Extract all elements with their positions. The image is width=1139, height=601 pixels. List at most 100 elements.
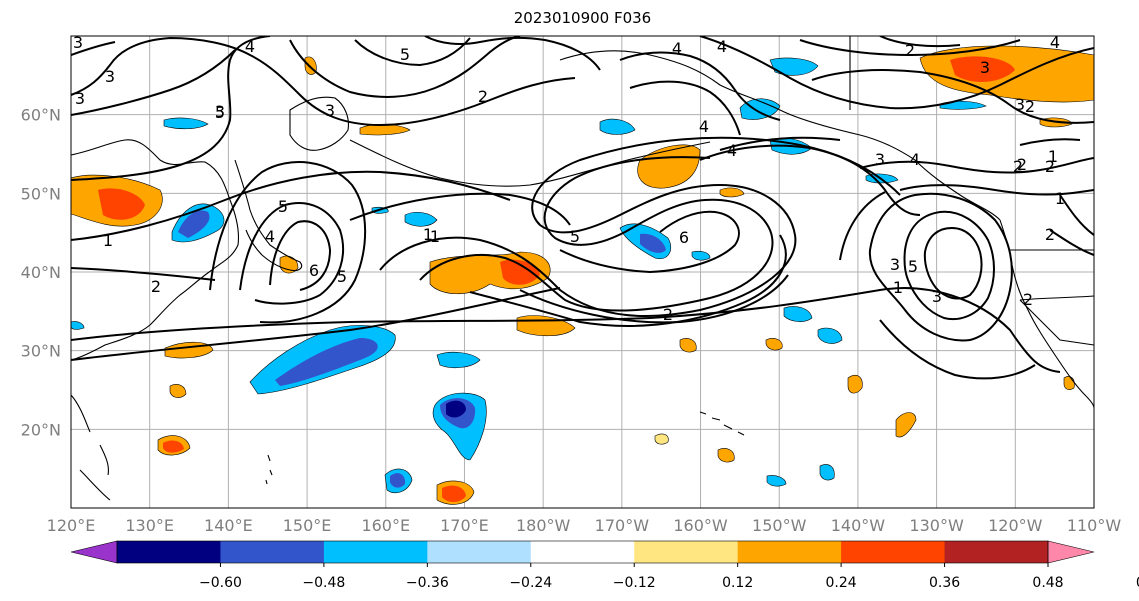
negative-anomaly-region (404, 211, 438, 227)
colorbar-segment (530, 541, 635, 563)
aleutian-islands (349, 139, 711, 187)
colorbar-tick-label: −0.36 (406, 575, 449, 591)
lat-tick-label: 60°N (21, 106, 61, 125)
contour-label: 3 (73, 33, 83, 52)
contour-label: 1 (1055, 189, 1065, 208)
contour-line (71, 41, 116, 56)
contour-line (923, 226, 983, 300)
negative-anomaly-region (599, 118, 636, 135)
positive-anomaly-region (895, 412, 917, 438)
contour-line (349, 192, 571, 226)
contour-label: 4 (910, 150, 920, 169)
positive-anomaly-region (654, 433, 669, 445)
strongest-negative-region (446, 400, 466, 418)
contour-label: 4 (699, 117, 709, 136)
negative-anomaly-region (739, 98, 781, 120)
map-title: 2023010900 F036 (513, 9, 652, 27)
positive-anomaly-region (679, 338, 697, 353)
contour-line (269, 220, 332, 291)
colorbar-segment (220, 541, 325, 563)
colorbar-tick-label: 0.48 (1032, 575, 1063, 591)
lon-tick-label: 160°E (361, 516, 410, 535)
positive-anomaly-region (637, 144, 701, 189)
colorbar-extend-low (70, 540, 118, 564)
contour-line (839, 191, 1036, 380)
latitude-tick-labels: 20°N 30°N 40°N 50°N 60°N (21, 106, 61, 440)
contour-label: 3 (325, 101, 335, 120)
contour-label: 5 (215, 103, 225, 122)
contour-line (868, 192, 1013, 342)
contour-label: 2 (1017, 155, 1027, 174)
strong-negative-region (275, 338, 378, 386)
map-frame (70, 35, 1095, 509)
strong-negative-region (178, 210, 210, 238)
lon-tick-label: 130°E (125, 516, 174, 535)
colorbar-tick-label: 0.12 (722, 575, 753, 591)
contour-line (699, 36, 1094, 110)
contour-label: 3 (75, 89, 85, 108)
lat-tick-label: 40°N (21, 263, 61, 282)
strong-positive-region (163, 440, 184, 453)
contour-label: 3 (932, 287, 942, 306)
lon-tick-label: 130°W (909, 516, 964, 535)
positive-anomaly-region (847, 375, 863, 394)
colorbar-segment (117, 541, 221, 563)
lon-tick-label: 140°E (204, 516, 253, 535)
alaska-coastline (559, 50, 1001, 221)
colorbar-tick-label: 0.60 (1136, 575, 1139, 591)
contour-label: 3 (890, 255, 900, 274)
colorbar-segment (634, 541, 739, 563)
contour-line (719, 136, 841, 151)
longitude-tick-labels: 120°E 130°E 140°E 150°E 160°E 170°E 180°W 170°W… (47, 516, 1122, 535)
contour-line (354, 37, 471, 67)
lon-tick-label: 110°W (1067, 516, 1122, 535)
contour-label: 2 (663, 305, 673, 324)
colorbar-tick-label: 0.36 (929, 575, 960, 591)
contour-label: 2 (1023, 290, 1033, 309)
contour-label: 4 (727, 141, 737, 160)
colorbar-segment (944, 541, 1049, 563)
contour-label: 5 (337, 267, 347, 286)
contour-line (903, 210, 995, 320)
contour-label: 2 (905, 41, 915, 60)
contour-line (1019, 138, 1081, 146)
contour-line (71, 170, 511, 241)
contour-label: 3 (875, 150, 885, 169)
contour-label: 3 (105, 67, 115, 86)
positive-anomaly-region (719, 187, 745, 198)
height-contours (71, 36, 1094, 380)
negative-anomaly-region (819, 464, 835, 481)
contour-line (424, 36, 601, 71)
contour-label: 3 (980, 58, 990, 77)
contour-line (879, 36, 961, 48)
contour-label: 4 (1050, 33, 1060, 52)
contour-label: 6 (309, 261, 319, 280)
contour-label: 4 (717, 37, 727, 56)
contour-label: 6 (679, 228, 689, 247)
contour-label: 5 (400, 45, 410, 64)
colorbar-tick-label: −0.60 (199, 575, 242, 591)
negative-anomaly-region (163, 117, 209, 130)
contour-line (379, 136, 901, 317)
contour-line (71, 49, 236, 116)
contour-label: 2 (1013, 157, 1023, 176)
lon-tick-label: 180°W (516, 516, 571, 535)
negative-anomaly-region (817, 327, 843, 344)
contour-label: 2 (1045, 225, 1055, 244)
contour-label: 3 (1015, 95, 1025, 114)
colorbar (70, 540, 1095, 564)
colorbar-tick-label: −0.12 (613, 575, 656, 591)
contour-label: 1 (1048, 147, 1058, 166)
negative-anomaly-region (783, 306, 813, 322)
strong-negative-region (640, 233, 666, 253)
contour-line (71, 287, 561, 361)
lon-tick-label: 120°W (988, 516, 1043, 535)
contour-line (71, 267, 216, 281)
us-border (1019, 299, 1094, 346)
lon-tick-label: 170°W (595, 516, 650, 535)
negative-anomaly-region (71, 321, 85, 330)
contour-line (899, 184, 1094, 196)
strong-positive-region (500, 259, 540, 285)
lat-tick-label: 20°N (21, 420, 61, 439)
